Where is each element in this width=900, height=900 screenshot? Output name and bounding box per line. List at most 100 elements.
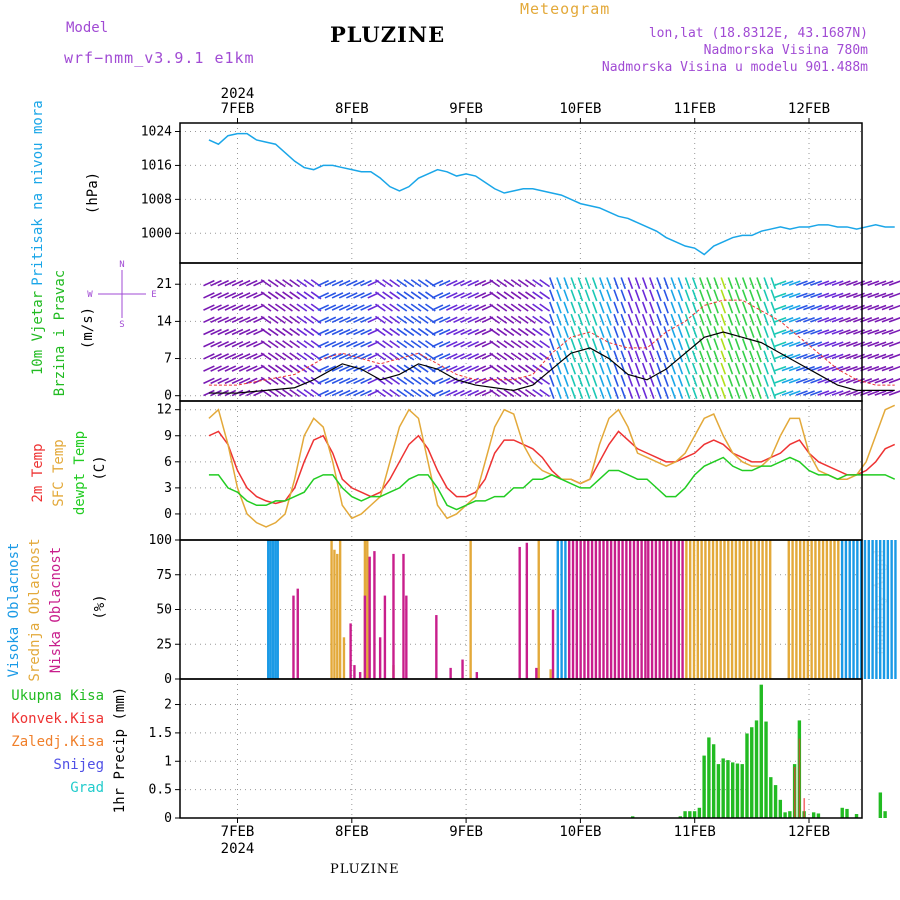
wind-arrow <box>324 377 337 385</box>
wind-arrow <box>517 327 529 337</box>
wind-arrow <box>203 340 215 348</box>
wind-arrow <box>677 326 684 338</box>
cloud-high-bar <box>856 540 859 679</box>
wind-arrow <box>324 279 337 287</box>
cloud-low-bar <box>292 595 295 679</box>
wind-arrow <box>713 326 719 338</box>
wind-arrow <box>549 289 555 302</box>
model-label: Model <box>66 20 109 36</box>
wind-arrow <box>289 352 301 361</box>
wind-arrow <box>881 280 894 286</box>
wind-arrow <box>375 303 386 312</box>
wind-arrow <box>382 388 393 398</box>
wind-arrow <box>474 377 487 385</box>
wind-arrow <box>324 328 337 336</box>
wind-arrow <box>453 316 465 324</box>
wind-arrow <box>532 352 543 361</box>
wind-arrow <box>517 352 529 361</box>
wind-arrow <box>238 389 251 397</box>
wind-arrow <box>727 374 734 387</box>
wind-arrow <box>417 279 429 288</box>
wind-arrow <box>874 329 887 335</box>
wind-arrow <box>795 378 808 384</box>
pressure-line <box>208 132 895 256</box>
wind-arrow <box>713 338 719 351</box>
wind-arrow <box>720 277 727 290</box>
wind-arrow <box>677 374 684 387</box>
wind-arrow <box>741 326 748 338</box>
wind-arrow <box>817 341 830 348</box>
wind-arrow <box>656 374 662 387</box>
wind-arrow <box>563 313 569 326</box>
cloud-low-bar <box>405 595 408 679</box>
wind-arrow <box>431 377 444 385</box>
wind-arrow <box>649 313 655 326</box>
wind-arrow <box>656 313 662 326</box>
wind-arrow <box>584 387 591 399</box>
wind-arrow <box>691 350 698 363</box>
wind-arrow <box>613 326 619 338</box>
wind-arrow <box>453 304 465 311</box>
wind-arrow <box>353 292 365 299</box>
cloud-mid-bar <box>688 540 692 679</box>
wind-arrow <box>788 353 801 360</box>
wind-arrow <box>296 303 308 312</box>
wind-arrow <box>770 301 777 314</box>
wind-arrow <box>238 353 251 360</box>
wind-arrow <box>438 340 451 348</box>
wind-arrow <box>677 277 684 290</box>
wind-arrow <box>824 280 837 286</box>
wind-arrow <box>549 374 555 387</box>
cloud-mid-bar <box>765 540 768 679</box>
precip-total-bar <box>688 811 692 818</box>
wind-arrow <box>510 279 522 288</box>
cloud-low-bar <box>579 540 582 679</box>
wind-arrow <box>549 301 555 314</box>
cloud-high-bar <box>564 540 567 679</box>
precip-unit: 1hr Precip (mm) <box>112 687 128 813</box>
wind-arrow <box>324 292 337 299</box>
cloud-high-bar <box>276 540 279 679</box>
wind-arrow <box>503 340 515 349</box>
wind-arrow <box>620 277 627 290</box>
wind-arrow <box>382 364 393 373</box>
wind-arrow <box>881 353 894 360</box>
wind-arrow <box>517 388 529 398</box>
wind-arrow <box>810 353 823 360</box>
wind-arrow <box>599 350 605 363</box>
wind-arrow <box>641 289 648 302</box>
wind-arrow <box>670 374 677 387</box>
wind-arrow <box>881 316 894 323</box>
wind-arrow <box>282 279 293 288</box>
temp-dewpt-line <box>208 456 896 511</box>
wind-arrow <box>353 377 365 385</box>
wind-arrow <box>606 289 612 302</box>
wind-arrow <box>282 291 293 300</box>
wind-arrow <box>510 376 522 385</box>
wind-arrow <box>224 377 237 385</box>
wind-arrow <box>203 304 215 311</box>
wind-arrow <box>570 374 577 387</box>
wind-arrow <box>845 341 858 348</box>
wind-arrow <box>756 350 762 363</box>
wind-arrow <box>331 365 344 372</box>
wind-arrow <box>382 327 393 337</box>
wind-arrow <box>331 292 344 299</box>
wind-arrow <box>403 388 415 398</box>
wind-arrow <box>749 301 755 314</box>
wind-arrow <box>417 291 429 300</box>
wind-arrow <box>706 374 712 387</box>
wind-arrow <box>606 313 612 326</box>
wind-arrow <box>525 376 536 385</box>
ytick-label-pressure: 1016 <box>141 158 172 173</box>
wind-arrow <box>734 313 741 326</box>
cloud-low-bar <box>644 540 647 679</box>
wind-arrow <box>396 388 408 398</box>
wind-arrow <box>649 350 655 363</box>
wind-arrow <box>663 326 669 338</box>
wind-arrow <box>224 292 237 299</box>
wind-arrow <box>627 277 634 290</box>
wind-arrow <box>649 326 655 338</box>
wind-arrow <box>525 327 536 337</box>
wind-arrow <box>489 315 501 324</box>
